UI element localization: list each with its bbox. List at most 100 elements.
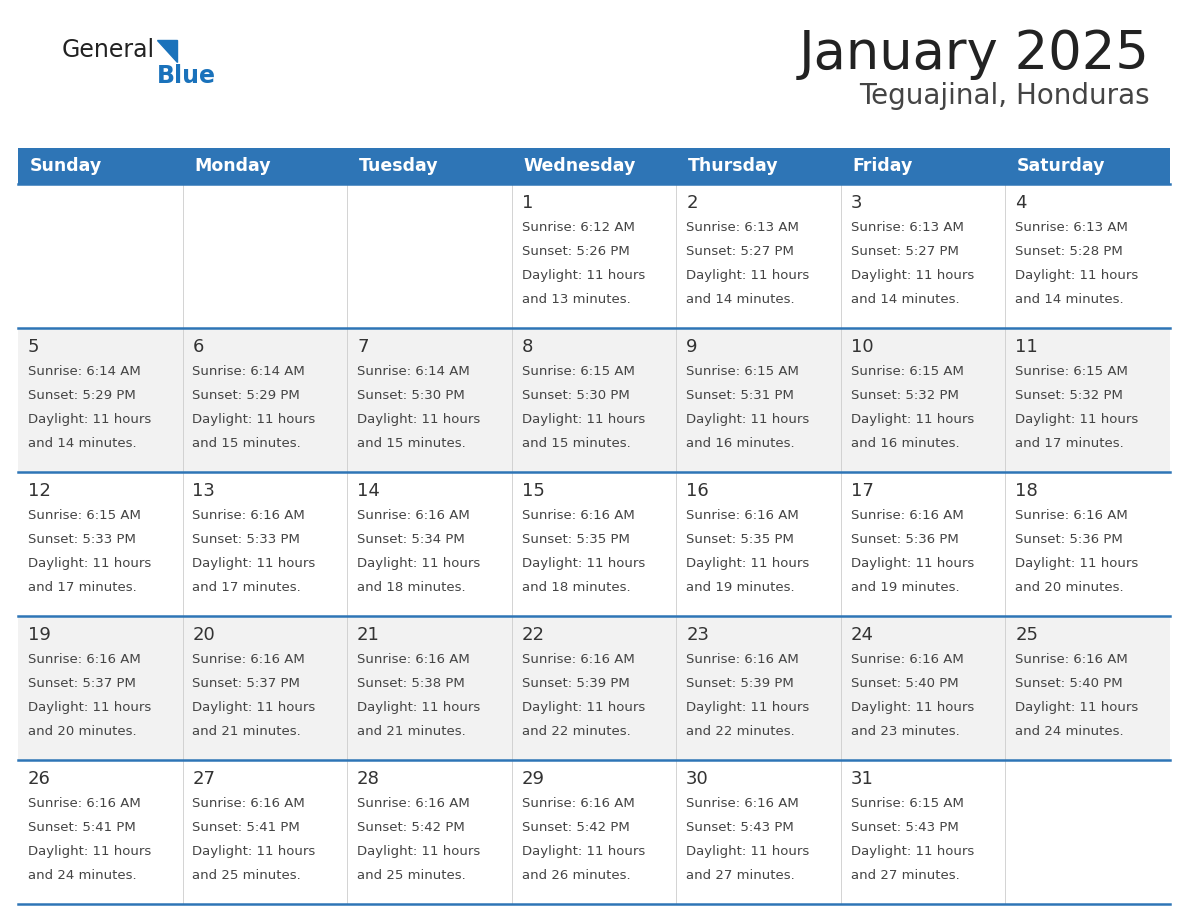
Text: 3: 3 <box>851 194 862 212</box>
Text: Daylight: 11 hours: Daylight: 11 hours <box>192 845 316 858</box>
Text: Daylight: 11 hours: Daylight: 11 hours <box>358 701 480 714</box>
Text: Sunset: 5:32 PM: Sunset: 5:32 PM <box>851 389 959 402</box>
Text: Sunrise: 6:16 AM: Sunrise: 6:16 AM <box>358 798 469 811</box>
Text: Daylight: 11 hours: Daylight: 11 hours <box>851 269 974 282</box>
Text: 21: 21 <box>358 626 380 644</box>
Text: Daylight: 11 hours: Daylight: 11 hours <box>1016 269 1138 282</box>
Text: Daylight: 11 hours: Daylight: 11 hours <box>851 701 974 714</box>
Text: Daylight: 11 hours: Daylight: 11 hours <box>27 413 151 426</box>
Bar <box>18 328 183 472</box>
Text: Sunset: 5:39 PM: Sunset: 5:39 PM <box>687 677 794 690</box>
Text: Sunrise: 6:16 AM: Sunrise: 6:16 AM <box>1016 654 1129 666</box>
Bar <box>347 616 512 760</box>
Text: Friday: Friday <box>852 157 912 175</box>
Text: Sunset: 5:29 PM: Sunset: 5:29 PM <box>27 389 135 402</box>
Text: Sunrise: 6:16 AM: Sunrise: 6:16 AM <box>1016 509 1129 522</box>
Text: 18: 18 <box>1016 482 1038 500</box>
Text: Sunset: 5:36 PM: Sunset: 5:36 PM <box>851 533 959 546</box>
Text: Sunrise: 6:16 AM: Sunrise: 6:16 AM <box>687 654 798 666</box>
Text: 25: 25 <box>1016 626 1038 644</box>
Bar <box>1005 148 1170 184</box>
Text: and 19 minutes.: and 19 minutes. <box>687 581 795 594</box>
Text: Sunset: 5:31 PM: Sunset: 5:31 PM <box>687 389 794 402</box>
Bar <box>1005 184 1170 328</box>
Bar <box>512 472 676 616</box>
Text: 11: 11 <box>1016 338 1038 356</box>
Text: 22: 22 <box>522 626 544 644</box>
Text: and 18 minutes.: and 18 minutes. <box>522 581 630 594</box>
Text: Daylight: 11 hours: Daylight: 11 hours <box>27 701 151 714</box>
Text: Daylight: 11 hours: Daylight: 11 hours <box>522 845 645 858</box>
Text: 9: 9 <box>687 338 697 356</box>
Text: Wednesday: Wednesday <box>523 157 636 175</box>
Text: Sunrise: 6:12 AM: Sunrise: 6:12 AM <box>522 221 634 234</box>
Bar <box>841 328 1005 472</box>
Text: and 27 minutes.: and 27 minutes. <box>851 868 960 881</box>
Text: and 18 minutes.: and 18 minutes. <box>358 581 466 594</box>
Text: and 14 minutes.: and 14 minutes. <box>851 293 960 306</box>
Bar <box>183 328 347 472</box>
Text: Daylight: 11 hours: Daylight: 11 hours <box>687 845 809 858</box>
Text: General: General <box>62 38 156 62</box>
Text: and 27 minutes.: and 27 minutes. <box>687 868 795 881</box>
Bar <box>18 184 183 328</box>
Text: 28: 28 <box>358 770 380 788</box>
Text: Sunrise: 6:15 AM: Sunrise: 6:15 AM <box>1016 365 1129 378</box>
Text: and 25 minutes.: and 25 minutes. <box>192 868 302 881</box>
Text: Daylight: 11 hours: Daylight: 11 hours <box>522 557 645 570</box>
Text: Sunrise: 6:16 AM: Sunrise: 6:16 AM <box>192 654 305 666</box>
Text: 5: 5 <box>27 338 39 356</box>
Bar <box>18 472 183 616</box>
Text: Sunset: 5:26 PM: Sunset: 5:26 PM <box>522 245 630 258</box>
Text: Tuesday: Tuesday <box>359 157 438 175</box>
Text: Sunset: 5:40 PM: Sunset: 5:40 PM <box>1016 677 1123 690</box>
Bar <box>676 184 841 328</box>
Text: and 20 minutes.: and 20 minutes. <box>1016 581 1124 594</box>
Text: Sunrise: 6:16 AM: Sunrise: 6:16 AM <box>192 509 305 522</box>
Bar <box>841 148 1005 184</box>
Text: and 15 minutes.: and 15 minutes. <box>358 437 466 450</box>
Text: Sunset: 5:33 PM: Sunset: 5:33 PM <box>192 533 301 546</box>
Text: Sunrise: 6:15 AM: Sunrise: 6:15 AM <box>27 509 140 522</box>
Text: and 17 minutes.: and 17 minutes. <box>1016 437 1124 450</box>
Text: Sunset: 5:40 PM: Sunset: 5:40 PM <box>851 677 959 690</box>
Bar <box>18 760 183 904</box>
Bar <box>841 184 1005 328</box>
Bar <box>1005 328 1170 472</box>
Text: Daylight: 11 hours: Daylight: 11 hours <box>1016 557 1138 570</box>
Text: Sunset: 5:42 PM: Sunset: 5:42 PM <box>522 822 630 834</box>
Text: January 2025: January 2025 <box>800 28 1150 80</box>
Text: and 22 minutes.: and 22 minutes. <box>687 724 795 738</box>
Text: and 25 minutes.: and 25 minutes. <box>358 868 466 881</box>
Bar <box>183 616 347 760</box>
Bar <box>841 472 1005 616</box>
Text: Daylight: 11 hours: Daylight: 11 hours <box>851 413 974 426</box>
Text: Sunrise: 6:16 AM: Sunrise: 6:16 AM <box>27 654 140 666</box>
Text: 14: 14 <box>358 482 380 500</box>
Text: Sunrise: 6:13 AM: Sunrise: 6:13 AM <box>687 221 800 234</box>
Text: 15: 15 <box>522 482 544 500</box>
Text: Blue: Blue <box>157 64 216 88</box>
Text: Sunrise: 6:13 AM: Sunrise: 6:13 AM <box>1016 221 1129 234</box>
Bar <box>512 760 676 904</box>
Bar <box>347 148 512 184</box>
Text: Sunset: 5:30 PM: Sunset: 5:30 PM <box>358 389 465 402</box>
Text: 8: 8 <box>522 338 533 356</box>
Text: 31: 31 <box>851 770 873 788</box>
Text: Sunset: 5:27 PM: Sunset: 5:27 PM <box>687 245 794 258</box>
Text: and 20 minutes.: and 20 minutes. <box>27 724 137 738</box>
Text: Sunrise: 6:14 AM: Sunrise: 6:14 AM <box>358 365 469 378</box>
Bar <box>18 148 183 184</box>
Bar <box>347 472 512 616</box>
Text: 26: 26 <box>27 770 51 788</box>
Text: Sunset: 5:28 PM: Sunset: 5:28 PM <box>1016 245 1123 258</box>
Text: Monday: Monday <box>194 157 271 175</box>
Text: Daylight: 11 hours: Daylight: 11 hours <box>192 701 316 714</box>
Bar <box>841 616 1005 760</box>
Text: Sunrise: 6:16 AM: Sunrise: 6:16 AM <box>192 798 305 811</box>
Text: Daylight: 11 hours: Daylight: 11 hours <box>687 557 809 570</box>
Text: Sunset: 5:37 PM: Sunset: 5:37 PM <box>27 677 135 690</box>
Text: and 14 minutes.: and 14 minutes. <box>687 293 795 306</box>
Text: 29: 29 <box>522 770 544 788</box>
Text: Sunrise: 6:16 AM: Sunrise: 6:16 AM <box>851 654 963 666</box>
